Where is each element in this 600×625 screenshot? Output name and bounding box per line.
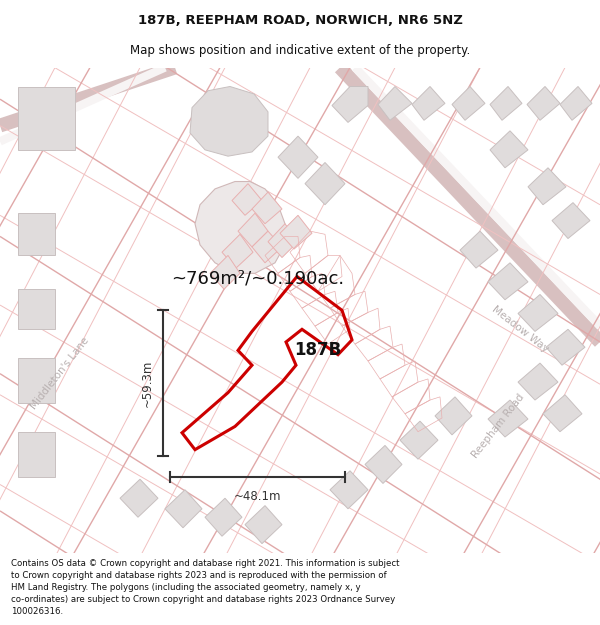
Polygon shape xyxy=(280,215,312,249)
Text: Reepham Road: Reepham Road xyxy=(470,392,526,461)
Text: 187B: 187B xyxy=(295,341,341,359)
Polygon shape xyxy=(527,86,560,120)
Polygon shape xyxy=(546,329,585,365)
Polygon shape xyxy=(332,86,368,123)
Polygon shape xyxy=(412,86,445,120)
Polygon shape xyxy=(518,363,558,400)
Polygon shape xyxy=(18,358,55,403)
Polygon shape xyxy=(452,86,485,120)
Text: 187B, REEPHAM ROAD, NORWICH, NR6 5NZ: 187B, REEPHAM ROAD, NORWICH, NR6 5NZ xyxy=(137,14,463,27)
Polygon shape xyxy=(560,86,592,120)
Polygon shape xyxy=(400,421,438,459)
Polygon shape xyxy=(305,162,345,205)
Polygon shape xyxy=(330,471,368,509)
Polygon shape xyxy=(232,184,262,215)
Polygon shape xyxy=(252,231,282,262)
Polygon shape xyxy=(252,192,282,224)
Polygon shape xyxy=(378,86,412,120)
Polygon shape xyxy=(18,289,55,329)
Polygon shape xyxy=(245,506,282,544)
Polygon shape xyxy=(488,262,528,300)
Text: Middleton's Lane: Middleton's Lane xyxy=(29,336,91,411)
Polygon shape xyxy=(18,213,55,256)
Polygon shape xyxy=(460,231,498,268)
Polygon shape xyxy=(165,490,202,528)
Polygon shape xyxy=(18,86,75,150)
Polygon shape xyxy=(488,400,528,437)
Polygon shape xyxy=(195,181,285,273)
Polygon shape xyxy=(18,432,55,477)
Text: ~48.1m: ~48.1m xyxy=(234,489,281,502)
Polygon shape xyxy=(278,136,318,178)
Polygon shape xyxy=(222,234,253,268)
Polygon shape xyxy=(205,498,242,536)
Text: Contains OS data © Crown copyright and database right 2021. This information is : Contains OS data © Crown copyright and d… xyxy=(11,559,400,616)
Text: Map shows position and indicative extent of the property.: Map shows position and indicative extent… xyxy=(130,44,470,57)
Polygon shape xyxy=(238,213,268,247)
Polygon shape xyxy=(518,294,558,331)
Polygon shape xyxy=(552,202,590,239)
Polygon shape xyxy=(365,446,402,484)
Text: ~59.3m: ~59.3m xyxy=(140,359,154,407)
Polygon shape xyxy=(490,86,522,120)
Polygon shape xyxy=(268,224,298,258)
Polygon shape xyxy=(435,397,472,435)
Polygon shape xyxy=(210,256,240,289)
Polygon shape xyxy=(120,479,158,518)
Text: ~769m²/~0.190ac.: ~769m²/~0.190ac. xyxy=(172,269,344,288)
Polygon shape xyxy=(190,86,268,156)
Text: Meadow Way: Meadow Way xyxy=(490,304,550,354)
Polygon shape xyxy=(543,395,582,432)
Polygon shape xyxy=(490,131,528,168)
Polygon shape xyxy=(528,168,566,205)
